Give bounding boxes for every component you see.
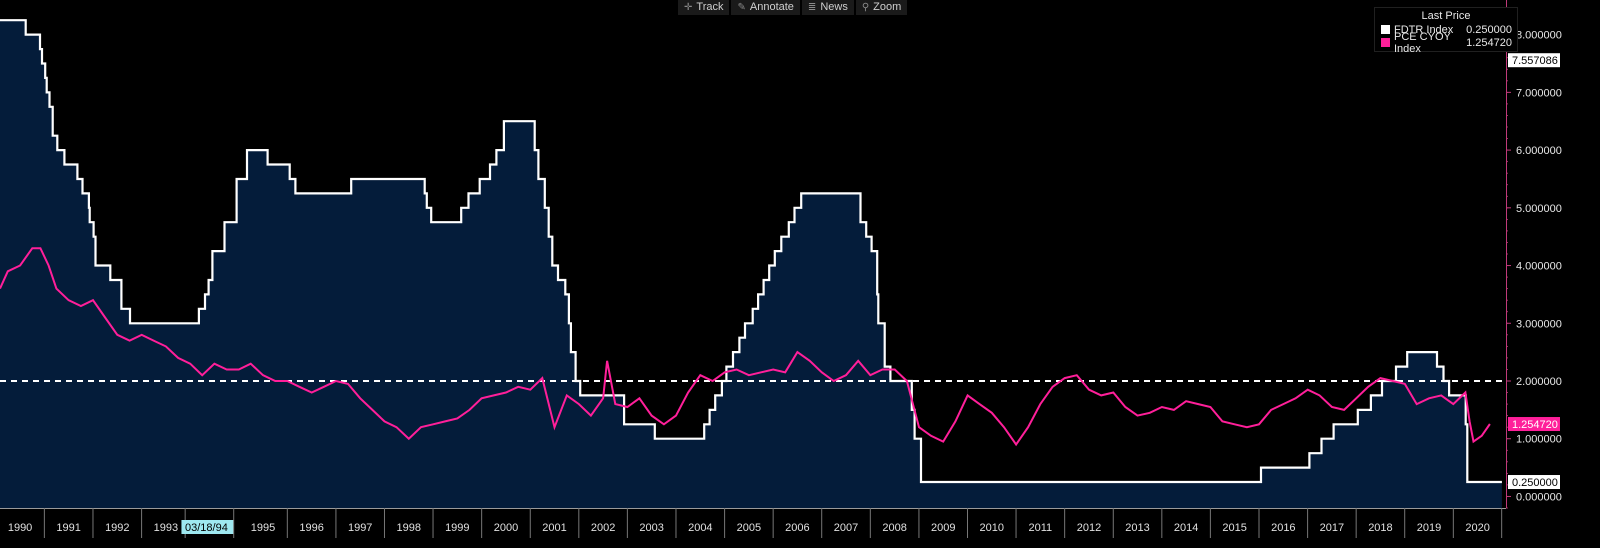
x-tick-label: 1996 — [299, 522, 323, 534]
x-tick-label: 1998 — [397, 522, 421, 534]
x-tick-highlight-box — [181, 520, 234, 534]
zoom-button[interactable]: ⚲ Zoom — [855, 0, 908, 15]
axis-marker-box — [1508, 53, 1560, 68]
x-tick-label: 2013 — [1125, 522, 1149, 534]
track-label: Track — [696, 1, 724, 13]
news-label: News — [820, 1, 848, 13]
legend-swatch-fdtr — [1381, 25, 1390, 34]
x-tick-label: 2001 — [542, 522, 566, 534]
fdtr-line — [0, 19, 1502, 484]
pencil-icon: ✎ — [737, 2, 746, 13]
x-tick-label: 1993 — [154, 522, 178, 534]
x-tick-label: 2012 — [1077, 522, 1101, 534]
x-tick-label: 2006 — [785, 522, 809, 534]
axis-marker-box — [1508, 417, 1560, 432]
x-tick-label: 2010 — [980, 522, 1004, 534]
x-tick-label: 2005 — [737, 522, 761, 534]
y-tick-label: 0.000000 — [1516, 491, 1562, 503]
x-tick-label: 2014 — [1174, 522, 1198, 534]
x-tick-label: 2020 — [1465, 522, 1489, 534]
x-tick-label: 2009 — [931, 522, 955, 534]
legend-entry-fdtr[interactable]: FDTR Index 0.250000 — [1375, 23, 1517, 36]
news-icon: ≣ — [807, 2, 817, 13]
axis-marker-label: 1.254720 — [1512, 419, 1558, 431]
legend-value-fdtr: 0.250000 — [1466, 23, 1512, 36]
y-tick-label: 8.000000 — [1516, 30, 1562, 42]
y-tick-label: 2.000000 — [1516, 376, 1562, 388]
news-button[interactable]: ≣ News — [801, 0, 854, 15]
fdtr-area — [0, 20, 1502, 508]
x-tick-label: 2011 — [1028, 522, 1052, 534]
x-tick-label: 2018 — [1368, 522, 1392, 534]
annotate-button[interactable]: ✎ Annotate — [731, 0, 800, 15]
x-tick-label: 2008 — [882, 522, 906, 534]
y-tick-label: 1.000000 — [1516, 434, 1562, 446]
x-tick-label: 1995 — [251, 522, 275, 534]
y-tick-label: 4.000000 — [1516, 261, 1562, 273]
x-tick-label: 1991 — [56, 522, 80, 534]
legend-title: Last Price — [1421, 10, 1471, 22]
y-tick-label: 5.000000 — [1516, 203, 1562, 215]
x-tick-label: 2019 — [1417, 522, 1441, 534]
x-tick-label: 2000 — [494, 522, 518, 534]
zoom-label: Zoom — [873, 1, 902, 13]
x-tick-label: 2017 — [1320, 522, 1344, 534]
x-tick-label: 1997 — [348, 522, 372, 534]
axis-marker-box — [1508, 475, 1560, 490]
legend-value-pce: 1.254720 — [1466, 36, 1512, 49]
y-tick-label: 3.000000 — [1516, 318, 1562, 330]
pce-line — [0, 247, 1491, 447]
x-tick-label: 1999 — [445, 522, 469, 534]
chart-toolbar: ✛ Track ✎ Annotate ≣ News ⚲ Zoom — [678, 0, 908, 15]
y-tick-label: 7.000000 — [1516, 87, 1562, 99]
x-tick-label: 2015 — [1222, 522, 1246, 534]
x-tick-label: 2003 — [639, 522, 663, 534]
axis-marker-label: 7.557086 — [1512, 55, 1558, 67]
annotate-label: Annotate — [749, 1, 794, 13]
legend-entry-pce[interactable]: PCE CYOY Index 1.254720 — [1375, 31, 1517, 55]
zoom-icon: ⚲ — [861, 2, 870, 13]
x-tick-label: 2002 — [591, 522, 615, 534]
x-tick-label: 1992 — [105, 522, 129, 534]
axis-marker-label: 0.250000 — [1512, 477, 1558, 489]
x-tick-label: 2007 — [834, 522, 858, 534]
x-tick-label: 2016 — [1271, 522, 1295, 534]
legend-name-fdtr: FDTR Index — [1394, 23, 1454, 36]
y-tick-label: 6.000000 — [1516, 145, 1562, 157]
x-tick-label: 2004 — [688, 522, 712, 534]
x-tick-label: 1990 — [8, 522, 32, 534]
x-tick-label: 03/18/94 — [185, 522, 228, 534]
track-button[interactable]: ✛ Track — [678, 0, 730, 15]
legend-name-pce: PCE CYOY Index — [1394, 30, 1451, 55]
crosshair-icon: ✛ — [684, 2, 693, 13]
legend-panel: Last Price FDTR Index 0.250000 PCE CYOY … — [1374, 7, 1518, 55]
legend-swatch-pce — [1381, 38, 1390, 47]
